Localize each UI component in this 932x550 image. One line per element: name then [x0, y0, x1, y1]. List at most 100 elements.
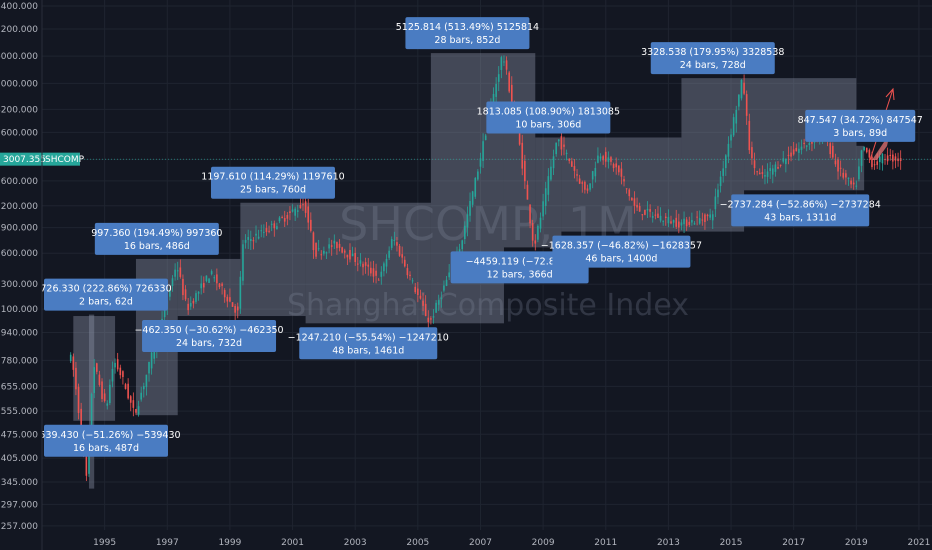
y-tick-label: 475.000 [1, 430, 38, 440]
candle-body [294, 208, 296, 216]
candle-body [142, 386, 145, 390]
range-box [856, 145, 865, 191]
candle-body [75, 367, 77, 390]
candle-body [654, 214, 657, 216]
candle-body [792, 149, 795, 155]
candle-body [725, 155, 727, 169]
candle-body [602, 156, 604, 161]
candle-body [839, 167, 842, 169]
candle-body [135, 408, 137, 413]
candle-body [847, 177, 850, 179]
candle-body [542, 201, 544, 217]
candle-body [526, 184, 529, 200]
candle-body [124, 384, 127, 389]
rocket-icon [872, 137, 889, 160]
candle-body [276, 226, 278, 230]
candle-body [871, 156, 873, 168]
candle-body [150, 352, 153, 369]
candle-body [837, 159, 839, 172]
candle-body [469, 201, 471, 216]
y-tick-label: 345.000 [1, 478, 38, 488]
candle-body [886, 155, 889, 162]
candle-body [69, 354, 72, 362]
y-tick-label: 4200.000 [0, 105, 38, 115]
y-tick-label: 5000.000 [0, 79, 38, 89]
candle-body [610, 157, 612, 162]
candle-body [479, 158, 482, 167]
candle-body [714, 196, 717, 210]
candle-body [85, 451, 88, 476]
candle-body [127, 383, 129, 399]
candle-body [96, 363, 98, 372]
candle-body [764, 174, 766, 177]
candle-body [398, 245, 401, 256]
candle-body [706, 214, 709, 217]
candle-body [229, 297, 231, 302]
candle-body [842, 172, 845, 178]
candle-body [148, 361, 150, 374]
candle-body [192, 300, 195, 304]
candle-body [93, 367, 96, 394]
y-tick-label: 1900.000 [0, 224, 38, 234]
watermark-name: Shanghai Composite Index [287, 288, 689, 323]
candle-body [873, 164, 876, 166]
candle-body [299, 205, 302, 209]
candle-body [719, 176, 722, 187]
candle-body [304, 201, 307, 213]
measure-label-box [731, 194, 870, 227]
candle-body [283, 217, 286, 222]
candle-body [576, 174, 578, 176]
candle-body [372, 268, 375, 277]
candle-body [109, 384, 111, 404]
candle-body [406, 268, 409, 276]
candle-body [758, 172, 761, 175]
candle-body [409, 274, 411, 277]
candle-body [119, 367, 122, 376]
measure-label-duration: 16 bars, 487d [73, 443, 139, 454]
candle-body [651, 216, 654, 218]
candle-body [693, 223, 696, 225]
candle-body [77, 386, 80, 413]
candle-body [756, 171, 758, 173]
candle-body [889, 154, 892, 156]
candle-body [730, 134, 732, 141]
candle-body [751, 147, 753, 159]
candle-body [633, 198, 636, 206]
measure-label-box [210, 166, 335, 199]
x-tick-label: 2003 [344, 538, 367, 548]
candle-body [461, 240, 464, 250]
range-box [177, 258, 241, 317]
x-tick-label: 1995 [93, 538, 116, 548]
candle-body [419, 295, 422, 299]
candle-body [850, 180, 852, 185]
candle-body [774, 164, 777, 172]
candle-body [761, 172, 764, 174]
candle-body [505, 60, 508, 70]
candle-body [330, 245, 333, 247]
candle-body [691, 219, 693, 223]
candle-body [641, 214, 644, 216]
candle-body [430, 318, 432, 320]
y-tick-label: 1600.000 [0, 249, 38, 259]
candle-body [187, 303, 189, 311]
candle-body [464, 225, 466, 240]
measure-label: −2737.284 (−52.86%) −2737284 43 bars, 131… [720, 194, 881, 227]
candle-body [615, 163, 618, 168]
candle-body [427, 317, 430, 322]
measure-label: 847.547 (34.72%) 847547 3 bars, 89d [798, 109, 923, 142]
candle-body [735, 109, 738, 124]
candle-body [197, 291, 200, 294]
x-tick-label: 2001 [281, 538, 304, 548]
candle-body [216, 274, 218, 284]
projection-arrow-head [885, 87, 895, 101]
candle-body [740, 79, 743, 99]
candle-body [748, 120, 751, 151]
candle-body [153, 350, 156, 359]
measure-label-duration: 24 bars, 732d [176, 338, 242, 349]
candle-body [497, 74, 500, 82]
candle-body [659, 215, 662, 221]
y-axis-band [0, 0, 42, 550]
candle-body [594, 167, 597, 177]
